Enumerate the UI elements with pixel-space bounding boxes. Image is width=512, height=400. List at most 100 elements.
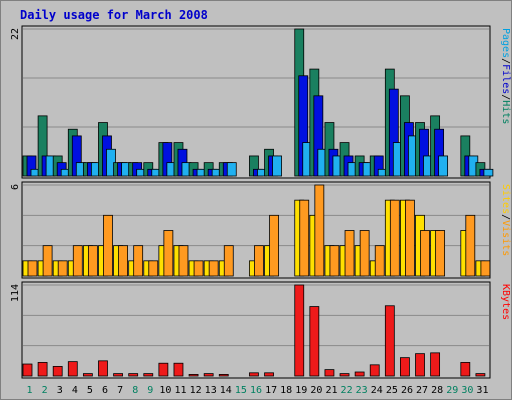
bar-visits-day-28 [435,230,446,277]
bar-visits-day-25 [389,199,400,277]
x-label-day-12: 12 [190,385,202,396]
bar-visits-day-4 [72,245,83,277]
bar-visits-day-31 [480,260,491,277]
bar-kbytes-day-13 [203,373,214,377]
bar-kbytes-day-20 [309,306,320,377]
bar-visits-day-12 [193,260,204,277]
panel-1: 22 Pages/Files/Hits [10,25,511,179]
x-label-day-3: 3 [57,385,63,396]
bar-visits-day-27 [420,230,430,277]
y-max-label: 114 [10,284,21,302]
x-label-day-27: 27 [416,385,428,396]
legend-entry: KBytes [500,284,511,320]
bar-visits-day-5 [87,245,98,277]
bar-kbytes-day-11 [173,362,184,377]
x-label-day-22: 22 [341,385,353,396]
x-label-day-17: 17 [265,385,277,396]
panel-legend: KBytes [500,284,511,320]
bar-pages-day-31 [483,168,494,177]
x-label-day-24: 24 [371,385,383,396]
x-label-day-31: 31 [476,385,488,396]
bar-visits-day-20 [314,184,325,277]
bar-kbytes-day-6 [98,360,108,377]
bar-pages-day-28 [438,155,449,177]
legend-entry: Hits [500,100,511,124]
x-label-day-23: 23 [356,385,368,396]
bar-kbytes-day-14 [218,374,229,377]
x-label-day-5: 5 [87,385,93,396]
chart-title: Daily usage for March 2008 [20,8,208,22]
bar-kbytes-day-16 [249,372,259,377]
bar-visits-day-26 [405,199,415,277]
x-label-day-29: 29 [446,385,458,396]
x-label-day-18: 18 [280,385,292,396]
bar-kbytes-day-21 [324,369,335,377]
bar-kbytes-day-24 [369,364,380,377]
x-label-day-16: 16 [250,385,262,396]
bar-visits-day-8 [133,245,144,277]
bar-visits-day-23 [359,230,370,277]
x-label-day-1: 1 [27,385,33,396]
bar-kbytes-day-31 [475,373,486,377]
bar-visits-day-14 [223,245,234,277]
legend-entry: Pages [500,28,511,58]
bar-visits-day-16 [254,245,264,277]
bar-kbytes-day-30 [460,362,471,377]
bar-visits-day-19 [299,199,310,277]
bar-pages-day-17 [272,155,282,177]
bar-kbytes-day-10 [158,362,169,377]
bar-visits-day-24 [374,245,385,277]
bar-visits-day-6 [103,214,113,277]
x-label-day-14: 14 [220,385,232,396]
bar-kbytes-day-3 [52,366,63,377]
bar-kbytes-day-27 [415,353,425,377]
legend-entry: / [500,94,511,100]
bar-kbytes-day-5 [82,373,93,377]
panel-legend: Pages/Files/Hits [500,28,511,124]
bar-visits-day-13 [208,260,219,277]
bar-kbytes-day-25 [384,305,395,377]
bar-visits-day-11 [178,245,189,277]
x-label-day-20: 20 [310,385,322,396]
bar-kbytes-day-1 [22,363,33,377]
x-label-day-2: 2 [42,385,48,396]
y-max-label: 22 [10,28,21,40]
bar-kbytes-day-7 [113,373,123,377]
bar-pages-day-14 [226,162,237,177]
x-label-day-4: 4 [72,385,78,396]
x-label-day-25: 25 [386,385,398,396]
bar-kbytes-day-12 [188,374,199,377]
bar-visits-day-3 [57,260,68,277]
bar-visits-day-22 [344,230,355,277]
bar-visits-day-30 [465,214,476,277]
bar-kbytes-day-2 [37,362,48,377]
bar-kbytes-day-26 [400,357,410,377]
bar-kbytes-day-8 [128,373,139,377]
x-label-day-11: 11 [174,385,186,396]
panel-3: 114 KBytes [10,281,511,379]
x-axis-labels: 1 2 3 4 5 6 7 8 9 10 11 12 13 14 15 16 17 18 19 20 21 22 23 24 2… [27,385,489,396]
x-label-day-8: 8 [132,385,138,396]
panel-legend: Sites/Visits [500,184,511,256]
bar-kbytes-day-17 [264,372,274,377]
bar-visits-day-9 [148,260,159,277]
bar-kbytes-day-23 [354,371,365,377]
x-label-day-13: 13 [205,385,217,396]
x-label-day-10: 10 [159,385,171,396]
x-label-day-9: 9 [147,385,153,396]
legend-entry: Visits [500,220,511,256]
bar-kbytes-day-28 [430,352,441,377]
y-max-label: 6 [10,184,21,190]
x-label-day-28: 28 [431,385,443,396]
bar-kbytes-day-19 [294,284,305,377]
x-label-day-15: 15 [235,385,247,396]
x-label-day-26: 26 [401,385,413,396]
bar-visits-day-17 [269,214,279,277]
bar-visits-day-7 [118,245,128,277]
x-label-day-19: 19 [295,385,307,396]
bar-visits-day-1 [27,260,38,277]
x-label-day-30: 30 [461,385,473,396]
legend-entry: Files [500,64,511,94]
